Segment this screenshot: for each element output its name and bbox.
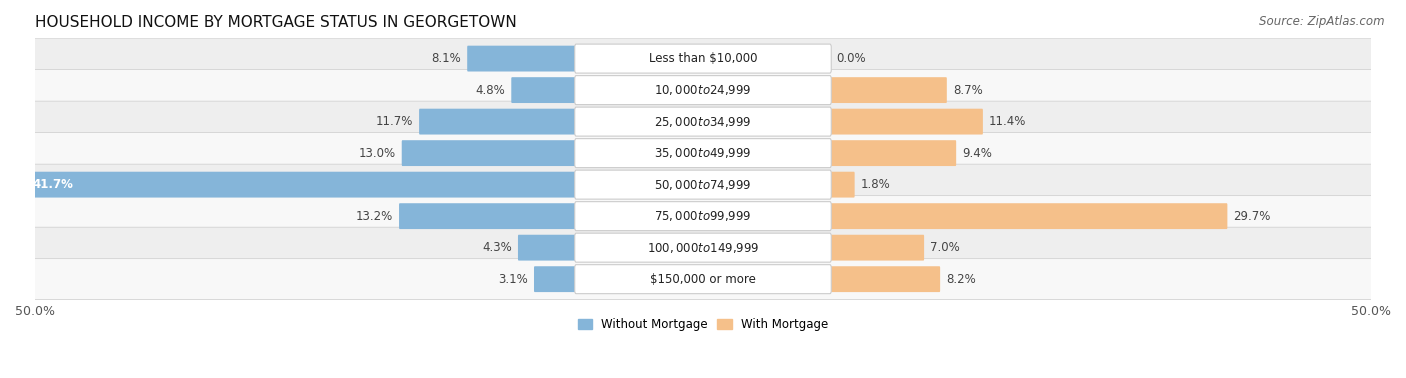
FancyBboxPatch shape [575, 139, 831, 167]
FancyBboxPatch shape [402, 140, 576, 166]
FancyBboxPatch shape [27, 259, 1379, 300]
Text: 4.3%: 4.3% [482, 241, 512, 254]
FancyBboxPatch shape [830, 109, 983, 135]
FancyBboxPatch shape [830, 235, 924, 260]
Text: $75,000 to $99,999: $75,000 to $99,999 [654, 209, 752, 223]
FancyBboxPatch shape [575, 170, 831, 199]
Text: 8.2%: 8.2% [946, 273, 976, 286]
Text: $150,000 or more: $150,000 or more [650, 273, 756, 286]
Text: Source: ZipAtlas.com: Source: ZipAtlas.com [1260, 15, 1385, 28]
Text: 29.7%: 29.7% [1233, 210, 1271, 223]
FancyBboxPatch shape [27, 196, 1379, 237]
FancyBboxPatch shape [27, 70, 1379, 111]
Text: $100,000 to $149,999: $100,000 to $149,999 [647, 241, 759, 255]
Text: Less than $10,000: Less than $10,000 [648, 52, 758, 65]
FancyBboxPatch shape [575, 201, 831, 231]
FancyBboxPatch shape [575, 265, 831, 294]
FancyBboxPatch shape [399, 203, 576, 229]
Text: 8.7%: 8.7% [953, 84, 983, 97]
Text: $50,000 to $74,999: $50,000 to $74,999 [654, 178, 752, 192]
FancyBboxPatch shape [27, 164, 1379, 205]
Text: HOUSEHOLD INCOME BY MORTGAGE STATUS IN GEORGETOWN: HOUSEHOLD INCOME BY MORTGAGE STATUS IN G… [35, 15, 517, 30]
FancyBboxPatch shape [517, 235, 576, 260]
FancyBboxPatch shape [419, 109, 576, 135]
FancyBboxPatch shape [575, 107, 831, 136]
FancyBboxPatch shape [512, 77, 576, 103]
Text: 41.7%: 41.7% [32, 178, 73, 191]
FancyBboxPatch shape [830, 77, 946, 103]
FancyBboxPatch shape [27, 101, 1379, 142]
Text: 11.4%: 11.4% [988, 115, 1026, 128]
Text: 8.1%: 8.1% [432, 52, 461, 65]
Text: 13.0%: 13.0% [359, 147, 395, 160]
FancyBboxPatch shape [18, 172, 576, 198]
Text: 7.0%: 7.0% [931, 241, 960, 254]
FancyBboxPatch shape [575, 44, 831, 73]
FancyBboxPatch shape [575, 233, 831, 262]
FancyBboxPatch shape [575, 76, 831, 105]
Text: $10,000 to $24,999: $10,000 to $24,999 [654, 83, 752, 97]
Text: $25,000 to $34,999: $25,000 to $34,999 [654, 115, 752, 129]
FancyBboxPatch shape [830, 140, 956, 166]
Text: 4.8%: 4.8% [475, 84, 505, 97]
FancyBboxPatch shape [534, 266, 576, 292]
FancyBboxPatch shape [830, 172, 855, 198]
FancyBboxPatch shape [27, 38, 1379, 79]
FancyBboxPatch shape [830, 203, 1227, 229]
FancyBboxPatch shape [27, 227, 1379, 268]
Legend: Without Mortgage, With Mortgage: Without Mortgage, With Mortgage [574, 313, 832, 336]
FancyBboxPatch shape [467, 46, 576, 71]
FancyBboxPatch shape [830, 266, 941, 292]
Text: $35,000 to $49,999: $35,000 to $49,999 [654, 146, 752, 160]
Text: 1.8%: 1.8% [860, 178, 890, 191]
Text: 11.7%: 11.7% [375, 115, 413, 128]
Text: 9.4%: 9.4% [962, 147, 993, 160]
Text: 13.2%: 13.2% [356, 210, 394, 223]
Text: 0.0%: 0.0% [837, 52, 866, 65]
Text: 3.1%: 3.1% [498, 273, 529, 286]
FancyBboxPatch shape [27, 133, 1379, 174]
